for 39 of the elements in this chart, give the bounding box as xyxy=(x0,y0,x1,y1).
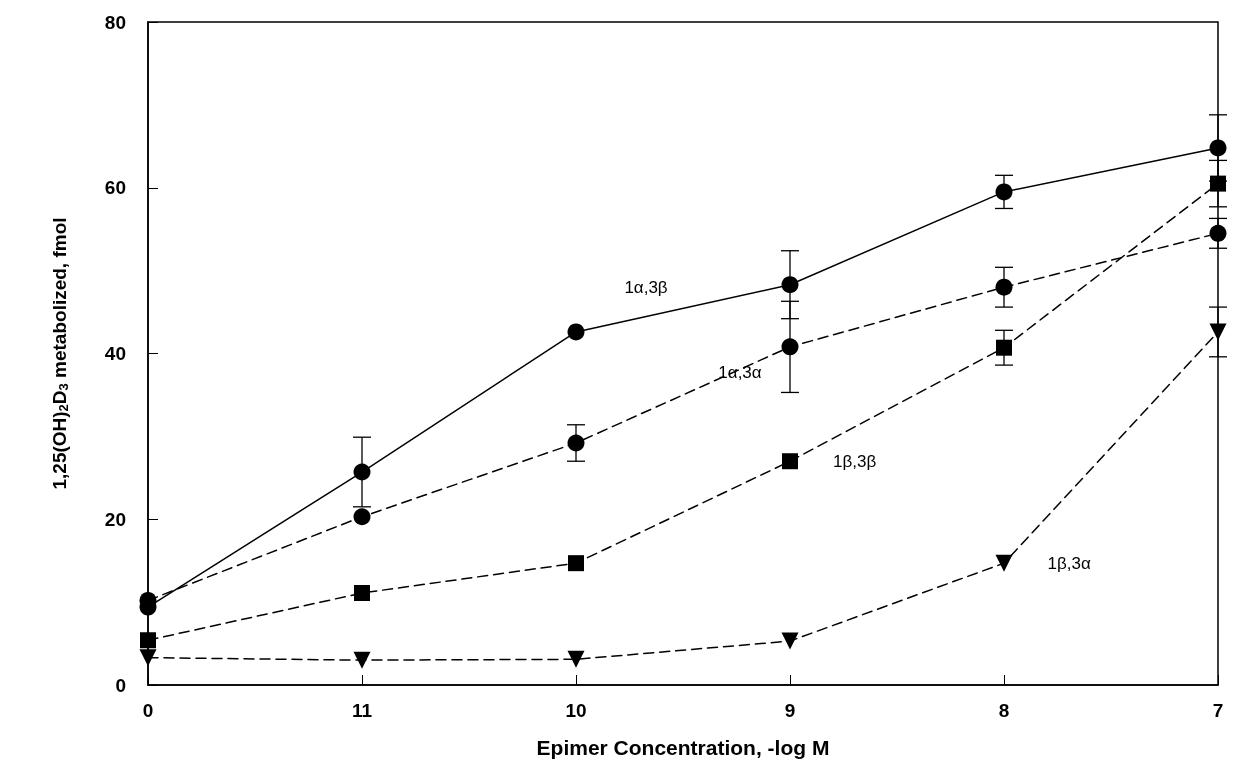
y-tick-label: 80 xyxy=(104,11,126,33)
y-tick-label: 40 xyxy=(104,343,126,364)
series-label: 1α,3β xyxy=(624,278,668,298)
y-tick-label: 20 xyxy=(104,508,126,530)
point xyxy=(353,508,371,526)
x-tick-label: 0 xyxy=(142,700,154,721)
point xyxy=(1209,323,1227,341)
point xyxy=(781,632,799,650)
x-axis-title: Epimer Concentration, -log M xyxy=(536,736,830,759)
point xyxy=(781,276,799,294)
series-label: 1α,3α xyxy=(718,363,762,383)
point xyxy=(782,453,798,470)
y-axis-title: 1,25(OH)2D3 metabolized, fmol xyxy=(49,217,71,490)
point xyxy=(995,278,1013,296)
point xyxy=(567,323,585,341)
y-tick-label: 60 xyxy=(104,177,126,199)
point xyxy=(996,339,1012,356)
point xyxy=(568,555,584,572)
x-tick-label: 10 xyxy=(565,700,587,721)
x-tick-label: 7 xyxy=(1212,700,1224,721)
point xyxy=(353,651,371,669)
point xyxy=(1209,224,1227,242)
point xyxy=(140,632,156,649)
series-label: 1β,3α xyxy=(1047,553,1091,573)
point xyxy=(353,463,371,481)
x-tick-label: 11 xyxy=(351,700,373,721)
point xyxy=(567,434,585,452)
point xyxy=(1210,175,1226,192)
point xyxy=(995,183,1013,201)
point xyxy=(995,554,1013,572)
point xyxy=(567,650,585,668)
x-tick-label: 8 xyxy=(998,700,1010,721)
point xyxy=(781,338,799,356)
point xyxy=(139,649,157,667)
x-tick-label: 9 xyxy=(784,700,796,721)
y-tick-label: 0 xyxy=(115,674,126,696)
point xyxy=(1209,139,1227,157)
point xyxy=(354,585,370,602)
series-label: 1β,3β xyxy=(833,451,877,471)
